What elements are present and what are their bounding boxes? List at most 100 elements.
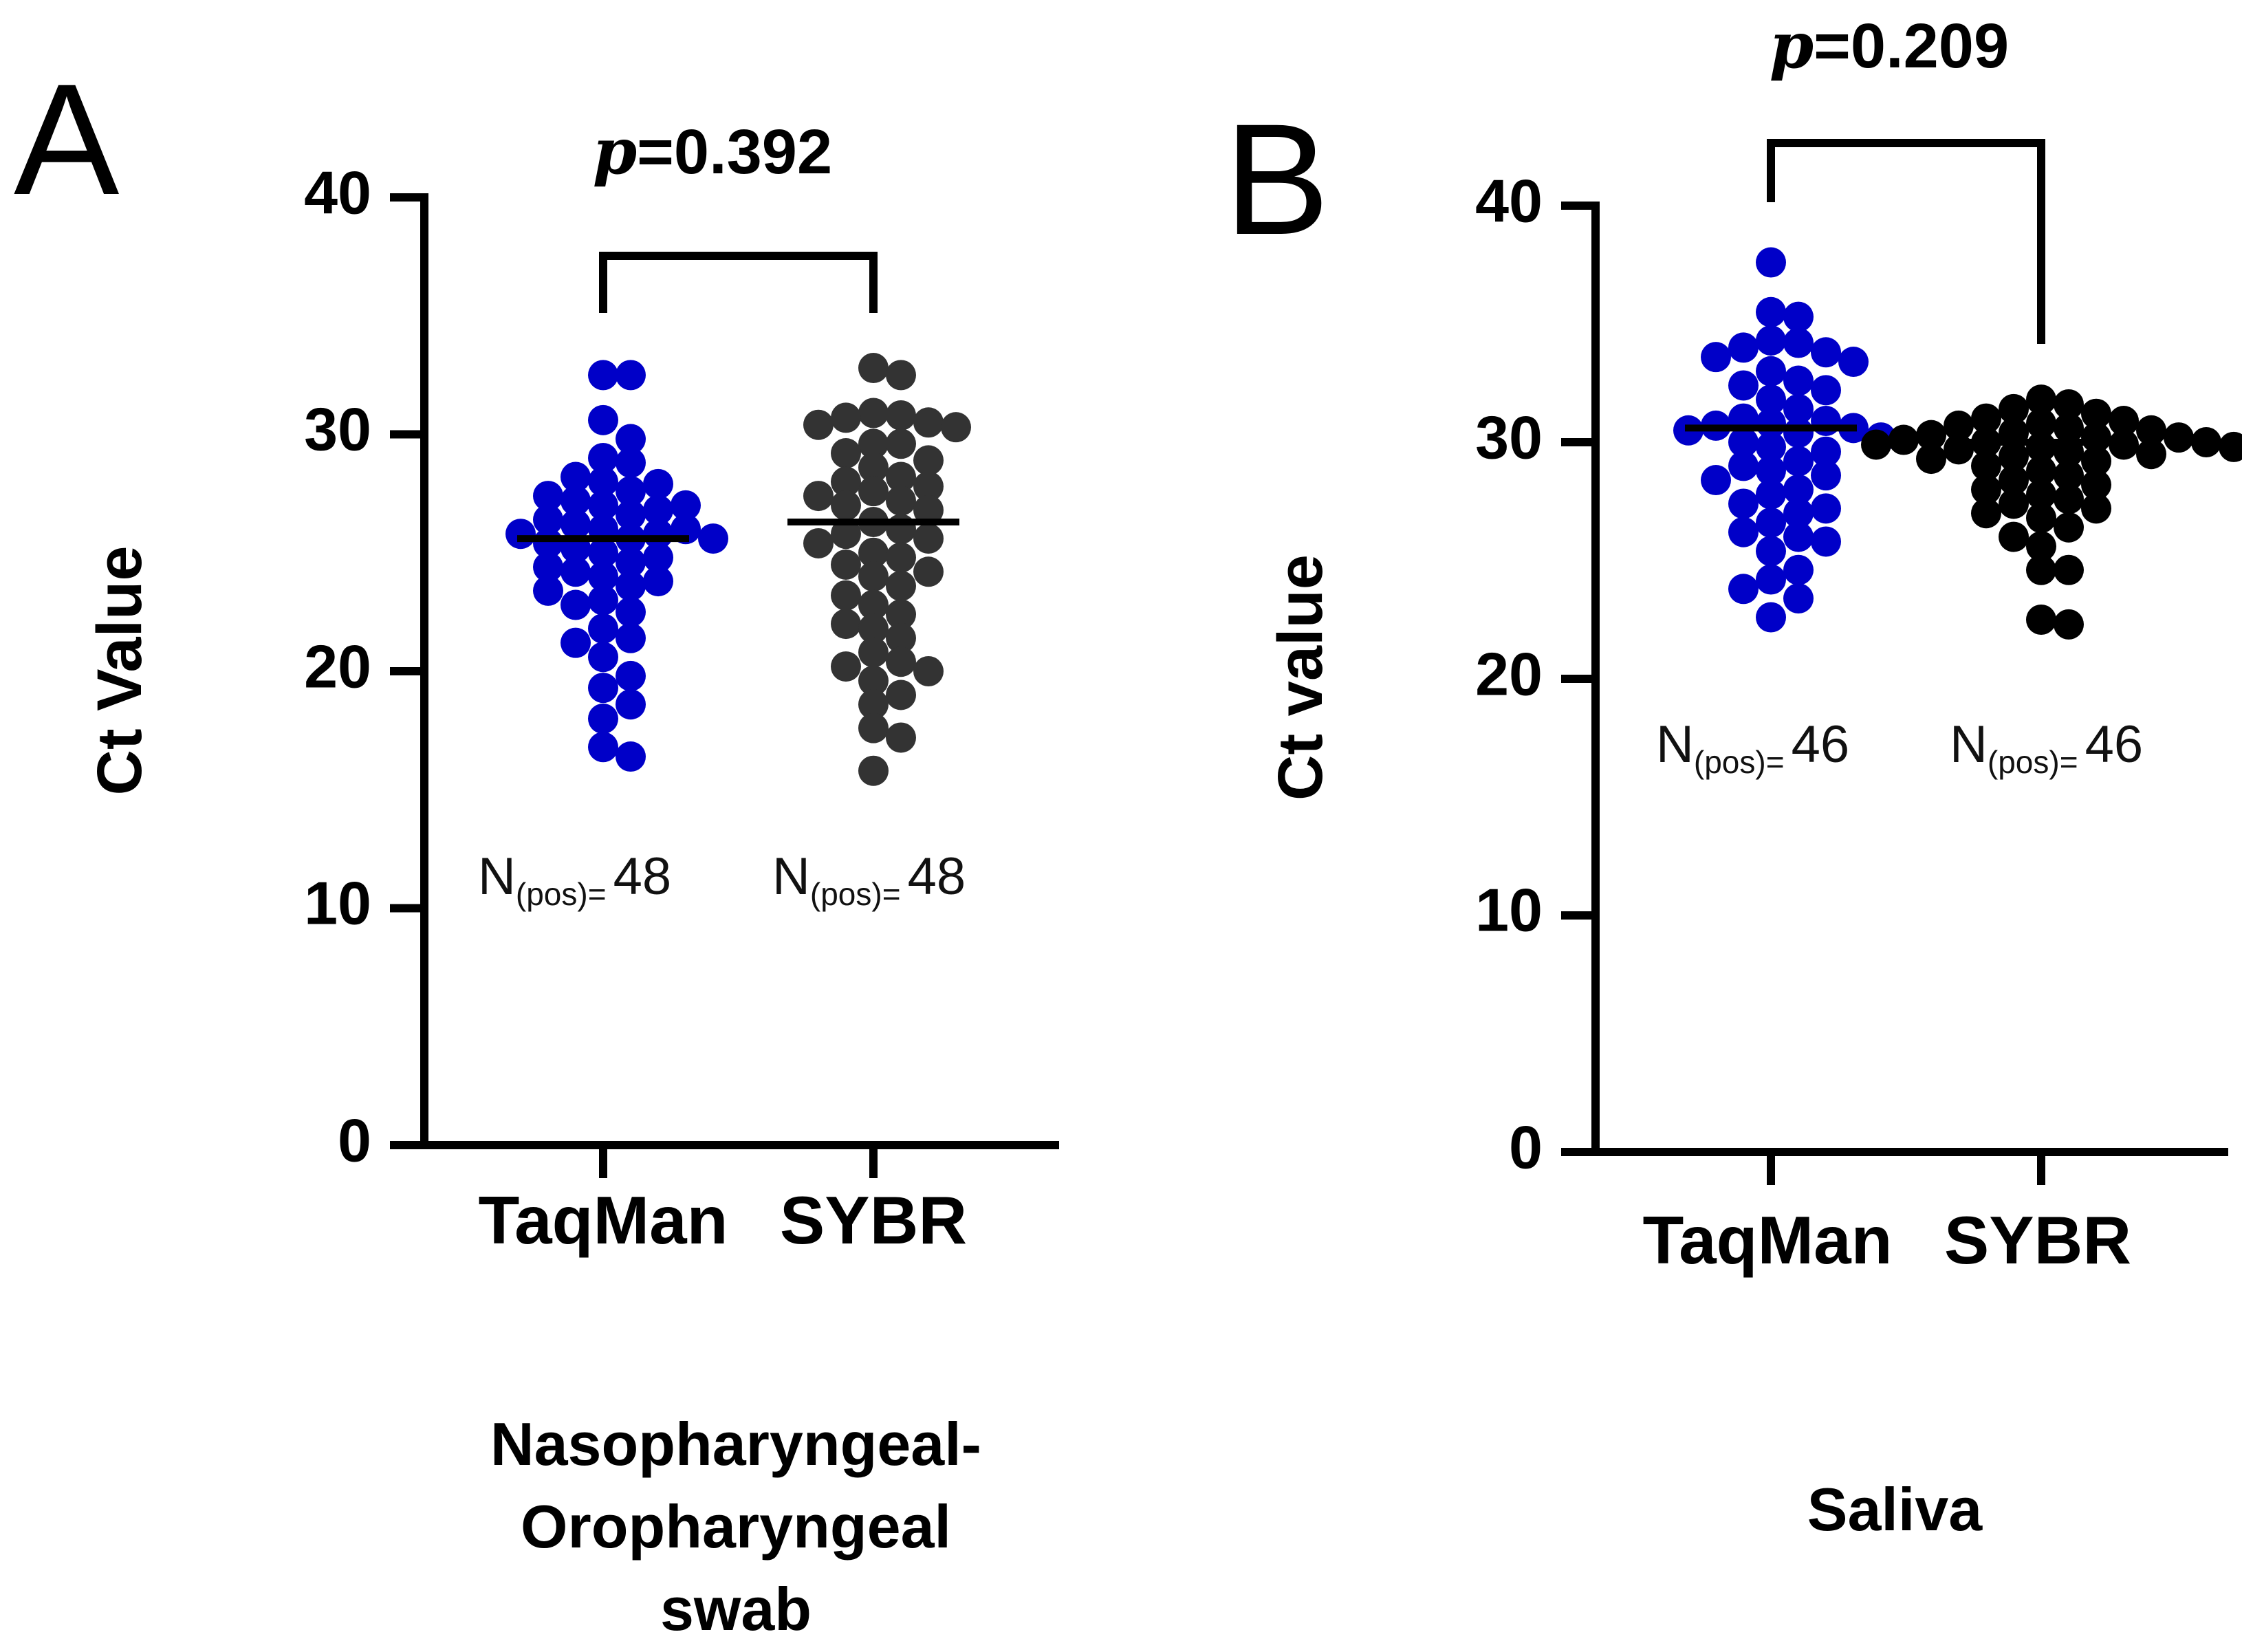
data-point-sybr <box>886 646 916 677</box>
y-tick-label: 0 <box>1509 1113 1543 1181</box>
data-point-sybr <box>886 514 916 545</box>
data-point-taqman <box>1756 564 1786 595</box>
data-point-taqman <box>616 424 646 455</box>
data-point-taqman <box>616 689 646 720</box>
n-subscript: (pos)= <box>810 876 901 912</box>
data-point-sybr <box>858 537 889 568</box>
data-point-taqman <box>588 585 618 616</box>
data-point-taqman <box>1783 301 1814 332</box>
data-point-taqman <box>1838 347 1869 378</box>
data-point-taqman <box>588 561 618 592</box>
data-point-taqman <box>588 442 618 473</box>
data-point-sybr <box>858 689 889 720</box>
data-point-taqman <box>560 461 591 492</box>
significance-bracket <box>1767 139 2045 344</box>
data-point-sybr <box>1944 434 1974 465</box>
data-point-taqman <box>560 556 591 587</box>
data-point-taqman <box>643 468 673 499</box>
data-point-sybr <box>2081 493 2111 524</box>
data-point-taqman <box>616 499 646 530</box>
data-point-sybr <box>831 549 861 580</box>
data-point-taqman <box>616 476 646 507</box>
data-point-sybr <box>803 528 834 558</box>
p-equals: = <box>637 117 674 187</box>
data-point-sybr <box>831 609 861 640</box>
data-point-taqman <box>1756 356 1786 387</box>
data-point-taqman <box>1783 327 1814 358</box>
group-label-line: Saliva <box>1807 1475 1983 1543</box>
data-point-taqman <box>616 547 646 578</box>
data-point-sybr <box>913 523 944 554</box>
data-point-sybr <box>2054 460 2084 491</box>
data-point-sybr <box>886 400 916 431</box>
data-point-sybr <box>803 409 834 440</box>
y-tick-label: 0 <box>338 1106 371 1174</box>
panel-letter: A <box>14 51 119 228</box>
data-point-sybr <box>858 476 889 507</box>
data-point-sybr <box>831 580 861 611</box>
data-point-sybr <box>1999 465 2029 496</box>
data-point-sybr <box>858 637 889 668</box>
data-point-taqman <box>616 741 646 772</box>
data-point-sybr <box>858 665 889 696</box>
n-label-sybr: N(pos)= 48 <box>772 847 966 912</box>
group-label-line: Nasopharyngeal- <box>490 1410 981 1478</box>
p-value: 0.392 <box>674 117 832 187</box>
data-point-sybr <box>941 412 971 443</box>
data-point-sybr <box>858 353 889 384</box>
data-point-sybr <box>886 461 916 492</box>
n-count: 48 <box>613 847 672 906</box>
data-point-taqman <box>1756 455 1786 486</box>
data-point-taqman <box>616 622 646 653</box>
data-point-sybr <box>886 622 916 653</box>
data-point-sybr <box>913 445 944 476</box>
n-subscript: (pos)= <box>1694 744 1785 780</box>
p-symbol: p <box>593 114 637 188</box>
data-point-taqman <box>671 490 701 521</box>
data-point-sybr <box>913 471 944 502</box>
data-point-sybr <box>858 561 889 592</box>
n-count: 46 <box>1792 715 1850 774</box>
y-axis-ticks: 0 10 20 30 40 <box>304 158 371 1174</box>
data-point-taqman <box>588 537 618 568</box>
data-point-taqman <box>588 703 618 734</box>
data-point-sybr <box>886 599 916 630</box>
data-point-taqman <box>1783 474 1814 505</box>
data-point-taqman <box>533 481 563 512</box>
y-tick-label: 10 <box>304 869 371 937</box>
data-point-sybr <box>1971 498 2001 529</box>
data-point-taqman <box>1756 479 1786 510</box>
data-point-taqman <box>1783 521 1814 552</box>
n-letter: N <box>1950 715 1988 774</box>
data-point-taqman <box>588 613 618 644</box>
x-tick-label-taqman: TaqMan <box>479 1182 728 1258</box>
data-point-taqman <box>588 360 618 391</box>
data-point-sybr <box>2026 531 2056 562</box>
data-point-taqman <box>560 509 591 540</box>
data-point-sybr <box>886 485 916 516</box>
data-point-taqman <box>1728 450 1759 481</box>
data-point-taqman <box>1811 460 1841 491</box>
data-point-taqman <box>698 523 728 554</box>
p-value: 0.209 <box>1851 11 2009 81</box>
n-subscript: (pos)= <box>1988 744 2078 780</box>
y-axis-label: Ct value <box>1265 554 1336 801</box>
data-point-sybr <box>886 570 916 601</box>
p-symbol: p <box>1770 8 1814 83</box>
data-point-sybr <box>2081 398 2111 429</box>
data-point-taqman <box>1728 488 1759 519</box>
x-tick-label-sybr: SYBR <box>1944 1202 2131 1278</box>
data-point-taqman <box>1756 602 1786 633</box>
p-value-label: p=0.392 <box>593 114 832 188</box>
data-point-sybr <box>858 428 889 459</box>
data-point-taqman <box>533 552 563 583</box>
panel-letter: B <box>1224 91 1329 268</box>
data-point-taqman <box>1756 431 1786 462</box>
data-point-sybr <box>2191 427 2221 457</box>
data-point-taqman <box>1811 375 1841 406</box>
data-point-sybr <box>2026 503 2056 534</box>
data-point-taqman <box>1811 337 1841 368</box>
data-point-sybr <box>2164 422 2194 453</box>
data-point-taqman <box>1728 574 1759 605</box>
data-point-sybr <box>858 452 889 483</box>
